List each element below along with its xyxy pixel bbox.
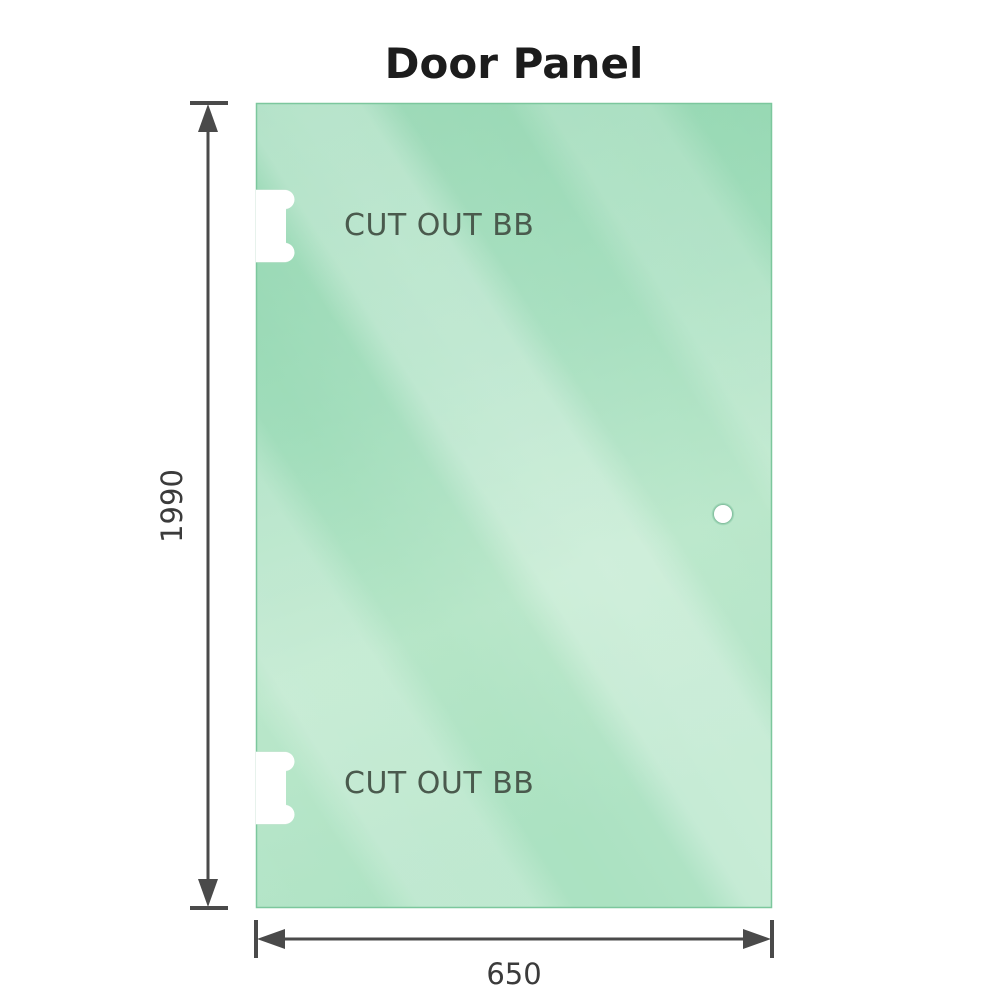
height-arrow-down-icon: [198, 879, 218, 907]
width-dimension-label: 650: [486, 957, 541, 991]
panel-reflections: [256, 103, 772, 908]
cutout-upper-label: CUT OUT BB: [344, 208, 534, 243]
panel-sheen: [256, 103, 772, 908]
cutout-lower-neck: [256, 761, 285, 815]
height-dimension-label: 1990: [155, 469, 189, 543]
width-dimension: [254, 920, 774, 958]
cutout-lower-label: CUT OUT BB: [344, 766, 534, 801]
width-arrow-left-icon: [257, 929, 285, 949]
page-title: Door Panel: [385, 39, 644, 88]
glass-panel-group: [255, 102, 773, 909]
cutout-upper-group: CUT OUT BB: [255, 189, 534, 263]
handle-hole-core: [714, 505, 732, 523]
cutout-upper-neck: [256, 199, 285, 253]
height-dimension: [190, 101, 228, 910]
cutout-lower-group: CUT OUT BB: [255, 751, 534, 825]
width-arrow-right-icon: [743, 929, 771, 949]
panel-outline: [255, 102, 773, 909]
height-arrow-up-icon: [198, 104, 218, 132]
